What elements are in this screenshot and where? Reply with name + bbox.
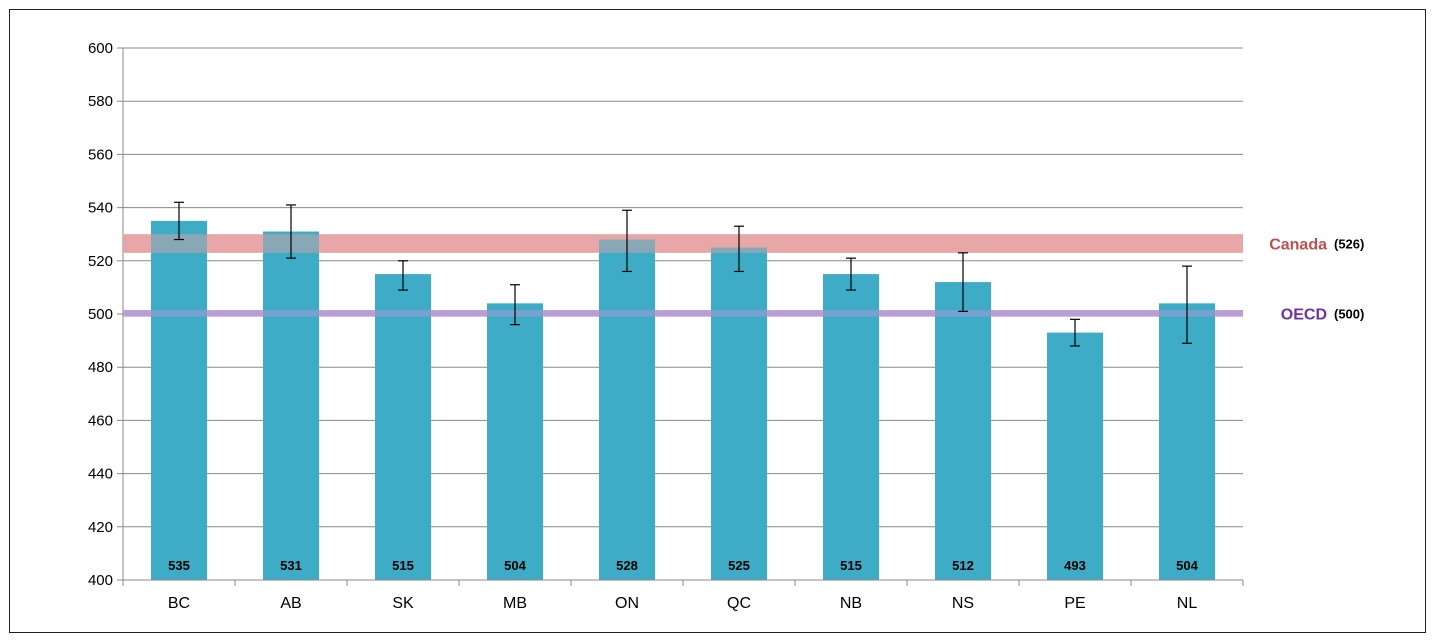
bar-sk <box>375 274 431 580</box>
y-tick-label: 600 <box>88 40 113 57</box>
bar-pe <box>1047 332 1103 580</box>
reference-band-canada <box>123 234 1243 253</box>
bar-chart: 400 420 440 460 480 500 520 540 560 580 600 535 531… <box>88 40 1364 612</box>
reference-bands <box>123 234 1243 317</box>
bar-ns <box>935 282 991 580</box>
data-label-bc: 535 <box>168 558 190 573</box>
x-tick-label-sk: SK <box>392 595 414 612</box>
reference-value-canada: (526) <box>1334 237 1364 252</box>
data-label-ab: 531 <box>280 558 302 573</box>
error-bars <box>174 201 1192 347</box>
y-tick-label: 500 <box>88 306 113 323</box>
y-tick-label: 400 <box>88 572 113 589</box>
bars <box>151 220 1215 581</box>
reference-labels: Canada (526) OECD (500) <box>1269 237 1364 324</box>
data-label-qc: 525 <box>728 558 750 573</box>
data-label-nl: 504 <box>1176 558 1198 573</box>
y-tick-label: 420 <box>88 519 113 536</box>
x-tick-label-ns: NS <box>952 595 974 612</box>
y-tick-label: 540 <box>88 200 113 217</box>
bar-on <box>599 239 655 580</box>
y-axis: 400 420 440 460 480 500 520 540 560 580 600 <box>88 40 124 589</box>
bar-ab <box>263 231 319 581</box>
data-labels: 535 531 515 504 528 525 515 512 493 504 <box>168 558 1198 573</box>
data-label-ns: 512 <box>952 558 974 573</box>
data-label-mb: 504 <box>504 558 526 573</box>
x-tick-label-nl: NL <box>1177 595 1198 612</box>
y-tick-label: 440 <box>88 466 113 483</box>
bar-mb <box>487 303 543 580</box>
bar-nb <box>823 274 879 580</box>
x-axis: BC AB SK MB ON QC NB NS PE NL <box>122 579 1244 612</box>
reference-value-oecd: (500) <box>1334 306 1364 321</box>
data-label-sk: 515 <box>392 558 414 573</box>
x-tick-label-pe: PE <box>1064 595 1085 612</box>
reference-label-canada: Canada <box>1269 237 1327 254</box>
data-label-pe: 493 <box>1064 558 1086 573</box>
x-tick-label-mb: MB <box>503 595 527 612</box>
reference-label-oecd: OECD <box>1281 306 1327 323</box>
bar-bc <box>151 220 207 580</box>
y-tick-label: 560 <box>88 146 113 163</box>
x-tick-label-qc: QC <box>727 595 751 612</box>
reference-band-overlay-canada <box>123 234 1243 253</box>
x-tick-label-nb: NB <box>840 595 862 612</box>
x-tick-label-bc: BC <box>168 595 190 612</box>
reference-bands-overlay <box>123 234 1243 317</box>
reference-band-overlay-oecd <box>123 310 1243 317</box>
data-label-nb: 515 <box>840 558 862 573</box>
bar-nl <box>1159 303 1215 580</box>
x-tick-label-on: ON <box>615 595 639 612</box>
bar-qc <box>711 247 767 580</box>
data-label-on: 528 <box>616 558 638 573</box>
chart-frame: 400 420 440 460 480 500 520 540 560 580 600 535 531… <box>9 9 1426 633</box>
y-tick-label: 480 <box>88 359 113 376</box>
reference-band-oecd <box>123 310 1243 317</box>
x-tick-label-ab: AB <box>280 595 301 612</box>
y-tick-label: 520 <box>88 253 113 270</box>
y-tick-label: 580 <box>88 93 113 110</box>
y-tick-label: 460 <box>88 412 113 429</box>
